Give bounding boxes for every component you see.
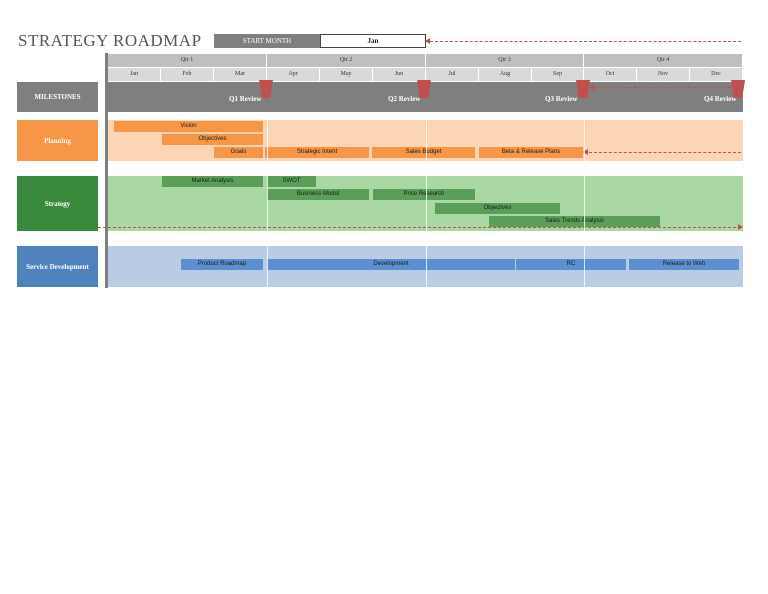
milestone-q3-review: Q3 Review — [545, 95, 578, 103]
milestone-flag-icon[interactable] — [576, 80, 590, 98]
quarter-header-4: Qtr 4 — [584, 54, 743, 67]
milestone-q4-review: Q4 Review — [704, 95, 737, 103]
start-month-input[interactable]: Jan — [320, 34, 426, 48]
planning-bar-beta-release[interactable]: Beta & Release Plans — [479, 147, 583, 158]
milestone-flag-icon[interactable] — [259, 80, 273, 98]
month-header-dec: Dec — [690, 68, 743, 81]
strategy-bar-price-research[interactable]: Price Research — [373, 189, 475, 200]
planning-bar-objectives[interactable]: Objectives — [162, 134, 263, 145]
strategy-bar-market-analysis[interactable]: Market Analysis — [162, 176, 263, 187]
month-header-jan: Jan — [108, 68, 161, 81]
month-header-aug: Aug — [479, 68, 532, 81]
milestone-flag-icon[interactable] — [417, 80, 431, 98]
quarter-gridline — [426, 120, 427, 287]
lane-planning-label: Planning — [17, 120, 98, 161]
lane-strategy-label: Strategy — [17, 176, 98, 231]
q3-connector-arrow-icon — [589, 84, 594, 90]
milestones-label: MILESTONES — [17, 82, 98, 112]
q3-milestone-connector — [594, 87, 741, 88]
milestone-flag-icon[interactable] — [731, 80, 745, 98]
planning-bar-sales-budget[interactable]: Sales Budget — [372, 147, 475, 158]
start-month-label: START MONTH — [214, 34, 320, 48]
service-bar-product-roadmap[interactable]: Product Roadmap — [181, 259, 263, 270]
planning-dashed-connector — [589, 152, 741, 153]
month-header-nov: Nov — [637, 68, 690, 81]
month-header-jul: Jul — [426, 68, 479, 81]
planning-bar-goals[interactable]: Goals — [214, 147, 263, 158]
month-header-may: May — [320, 68, 373, 81]
quarter-header-1: Qtr 1 — [108, 54, 267, 67]
service-bar-release-to-web[interactable]: Release to Web — [629, 259, 739, 270]
planning-bar-strategic-intent[interactable]: Strategic Intent — [265, 147, 369, 158]
strategy-bar-objectives[interactable]: Objectives — [435, 203, 560, 214]
milestone-q1-review: Q1 Review — [229, 95, 262, 103]
service-bar-development[interactable]: Development — [267, 259, 515, 270]
strategy-bar-sales-trends[interactable]: Sales Trends Analysis — [489, 216, 660, 227]
quarter-gridline — [267, 120, 268, 287]
month-header-feb: Feb — [161, 68, 214, 81]
planning-connector-arrow-icon — [583, 149, 588, 155]
planning-bar-vision[interactable]: Vision — [114, 121, 263, 132]
milestone-q2-review: Q2 Review — [388, 95, 421, 103]
service-bar-rc[interactable]: RC — [516, 259, 626, 270]
month-header-jun: Jun — [373, 68, 426, 81]
quarter-gridline — [584, 120, 585, 287]
month-header-apr: Apr — [267, 68, 320, 81]
strategy-dashed-connector — [98, 227, 741, 228]
lane-divider-bar — [105, 53, 108, 288]
month-header-sep: Sep — [532, 68, 584, 81]
start-month-dashed-connector — [430, 41, 741, 42]
month-header-oct: Oct — [584, 68, 637, 81]
lane-service-label: Service Development — [17, 246, 98, 287]
start-month-arrow-icon — [425, 38, 430, 44]
strategy-bar-swot[interactable]: SWOT — [267, 176, 316, 187]
month-header-mar: Mar — [214, 68, 267, 81]
strategy-connector-arrow-icon — [738, 224, 743, 230]
quarter-header-3: Qtr 3 — [426, 54, 584, 67]
page-title: STRATEGY ROADMAP — [18, 31, 202, 50]
strategy-bar-business-model[interactable]: Business Model — [267, 189, 369, 200]
quarter-header-2: Qtr 2 — [267, 54, 426, 67]
